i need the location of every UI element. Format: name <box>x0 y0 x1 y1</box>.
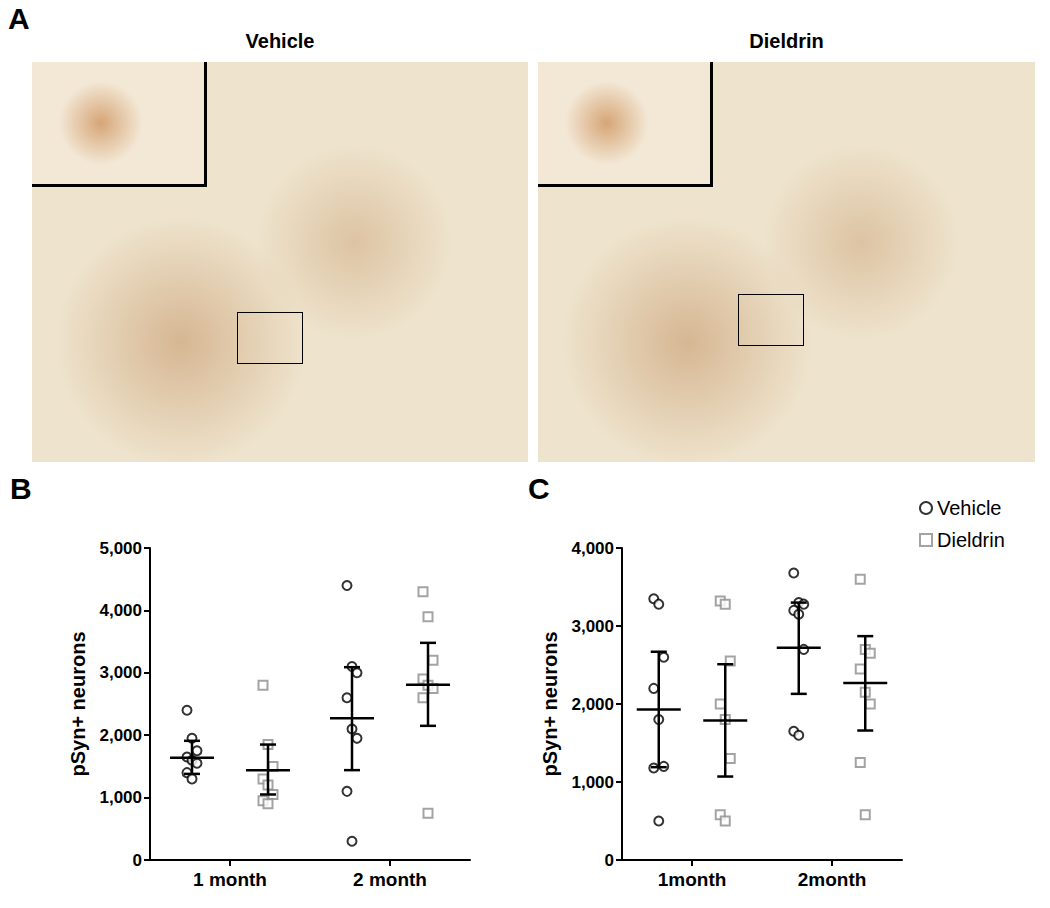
svg-text:Vehicle: Vehicle <box>937 497 1002 519</box>
svg-text:2,000: 2,000 <box>99 726 142 745</box>
svg-text:0: 0 <box>133 851 142 870</box>
svg-text:1month: 1month <box>658 869 727 890</box>
svg-text:1 month: 1 month <box>193 869 267 890</box>
html-text:A: A <box>8 2 30 35</box>
svg-text:2,000: 2,000 <box>571 695 614 714</box>
svg-text:1,000: 1,000 <box>571 773 614 792</box>
svg-text:5,000: 5,000 <box>99 539 142 558</box>
svg-text:1,000: 1,000 <box>99 788 142 807</box>
svg-text:3,000: 3,000 <box>571 617 614 636</box>
svg-text:2month: 2month <box>798 869 867 890</box>
svg-text:0: 0 <box>605 851 614 870</box>
svg-text:Dieldrin: Dieldrin <box>937 529 1005 551</box>
html-text:Dieldrin: Dieldrin <box>749 30 824 52</box>
svg-text:4,000: 4,000 <box>571 539 614 558</box>
svg-text:pSyn+ neurons: pSyn+ neurons <box>539 631 561 776</box>
html-text:B: B <box>10 472 32 505</box>
svg-text:pSyn+ neurons: pSyn+ neurons <box>67 631 89 776</box>
html-text:C: C <box>528 472 550 505</box>
svg-text:4,000: 4,000 <box>99 601 142 620</box>
html-text:Vehicle: Vehicle <box>245 30 315 52</box>
svg-text:2 month: 2 month <box>353 869 427 890</box>
svg-text:3,000: 3,000 <box>99 663 142 682</box>
